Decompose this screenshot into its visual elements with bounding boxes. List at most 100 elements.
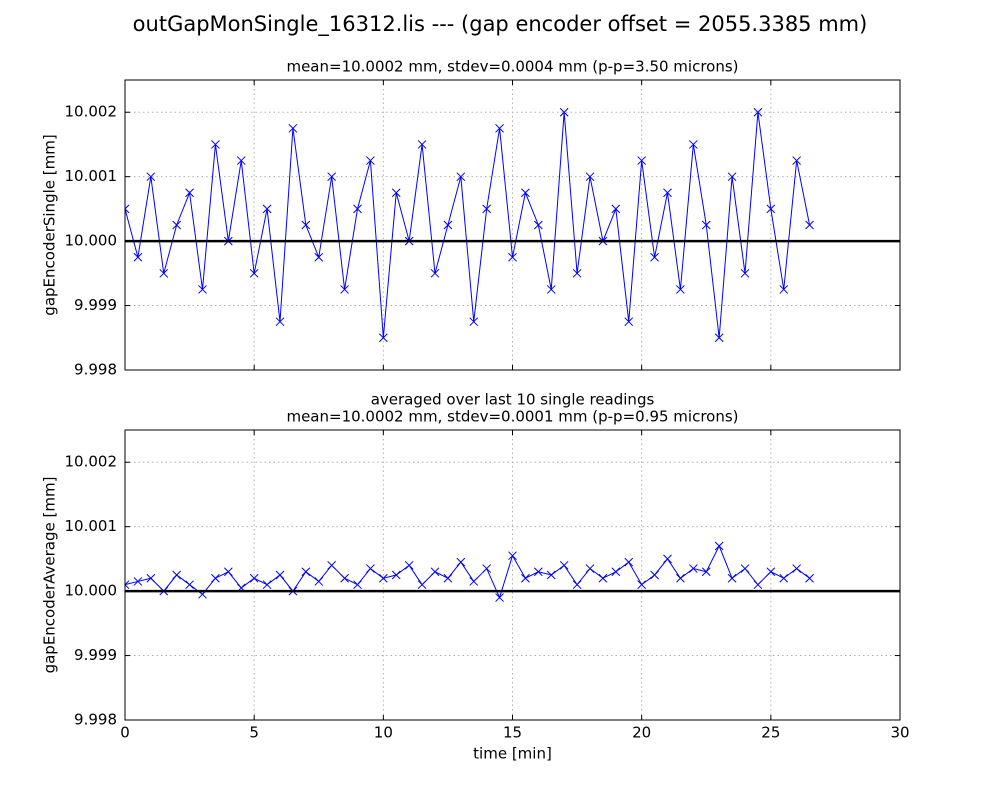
data-point: [146, 573, 156, 583]
data-point: [495, 593, 504, 602]
data-point: [430, 268, 440, 278]
data-point: [779, 573, 789, 583]
data-point: [314, 252, 324, 262]
data-point: [663, 554, 672, 564]
y-axis-label: gapEncoderAverage [mm]: [41, 477, 59, 674]
figure-title: outGapMonSingle_16312.lis --- (gap encod…: [133, 12, 868, 37]
axes: averaged over last 10 single readingsmea…: [41, 391, 910, 763]
data-point: [249, 268, 259, 278]
data-point: [650, 570, 659, 580]
y-tick-label: 9.998: [74, 361, 117, 379]
data-point: [753, 580, 763, 590]
data-point: [637, 156, 647, 165]
data-point: [249, 573, 259, 583]
data-point: [314, 577, 324, 586]
data-point: [766, 567, 776, 577]
data-point: [624, 317, 634, 327]
x-tick-label: 20: [632, 724, 651, 742]
data-point: [663, 188, 672, 198]
x-tick-label: 10: [374, 724, 393, 742]
data-point: [262, 580, 272, 590]
data-point: [469, 577, 479, 586]
data-point: [521, 188, 530, 198]
data-point: [262, 204, 272, 214]
data-point: [288, 123, 298, 133]
y-tick-label: 9.999: [74, 646, 117, 664]
data-point: [753, 107, 763, 117]
axes-frame: [124, 429, 901, 721]
x-tick-label: 30: [890, 724, 909, 742]
data-point: [366, 156, 375, 165]
data-point: [740, 268, 750, 278]
data-point: [624, 557, 634, 567]
data-point: [185, 188, 194, 198]
data-point: [443, 220, 453, 230]
data-point: [688, 140, 698, 149]
data-point: [611, 204, 621, 214]
data-point: [740, 564, 750, 573]
y-tick-label: 9.999: [74, 296, 117, 314]
y-tick-label: 10.001: [65, 517, 118, 535]
y-tick-label: 10.001: [65, 167, 118, 185]
data-point: [727, 573, 737, 583]
data-point: [185, 580, 194, 590]
data-point: [637, 580, 647, 590]
data-point: [443, 573, 453, 583]
data-point: [676, 573, 685, 583]
data-point: [495, 123, 504, 133]
data-point: [650, 252, 659, 262]
data-point: [676, 285, 685, 294]
plot-area: [125, 107, 900, 343]
y-tick-label: 9.998: [74, 711, 117, 729]
axes: mean=10.0002 mm, stdev=0.0004 mm (p-p=3.…: [41, 58, 901, 379]
data-point: [301, 220, 311, 230]
data-point: [340, 573, 349, 583]
data-line: [125, 112, 811, 338]
axes-frame: [124, 79, 901, 371]
data-point: [125, 580, 130, 590]
data-point: [378, 573, 388, 583]
data-point: [482, 204, 492, 214]
data-point: [391, 188, 401, 198]
data-point: [508, 252, 517, 262]
data-point: [275, 570, 285, 580]
y-tick-label: 10.002: [65, 453, 118, 471]
y-tick-label: 10.000: [65, 232, 118, 250]
data-point: [521, 573, 530, 583]
data-point: [559, 560, 569, 570]
data-point: [559, 107, 569, 117]
data-point: [133, 252, 143, 262]
data-point: [417, 140, 427, 149]
axes-title: mean=10.0002 mm, stdev=0.0004 mm (p-p=3.…: [286, 58, 738, 76]
plot-area: [125, 541, 900, 602]
data-point: [611, 567, 621, 577]
data-point: [456, 557, 466, 567]
data-point: [275, 317, 285, 327]
data-point: [701, 567, 711, 577]
data-point: [327, 560, 337, 570]
data-point: [585, 172, 595, 182]
data-point: [159, 268, 169, 278]
data-point: [172, 220, 182, 230]
data-point: [211, 573, 220, 583]
data-point: [533, 567, 543, 577]
data-point: [688, 564, 698, 573]
data-point: [301, 567, 311, 577]
data-point: [417, 580, 427, 590]
data-point: [585, 564, 595, 573]
data-point: [779, 285, 789, 294]
data-point: [146, 172, 156, 182]
data-point: [211, 140, 220, 149]
data-point: [714, 541, 724, 551]
data-point: [353, 580, 362, 590]
axes-subtitle: mean=10.0002 mm, stdev=0.0001 mm (p-p=0.…: [286, 408, 738, 426]
data-point: [572, 268, 582, 278]
y-axis-label: gapEncoderSingle [mm]: [41, 134, 59, 315]
y-tick-label: 10.002: [65, 103, 118, 121]
x-tick-label: 25: [761, 724, 780, 742]
data-point: [546, 285, 556, 294]
data-point: [378, 333, 388, 343]
data-point: [805, 220, 814, 230]
data-point: [125, 204, 130, 214]
axes-title: averaged over last 10 single readings: [371, 391, 655, 409]
